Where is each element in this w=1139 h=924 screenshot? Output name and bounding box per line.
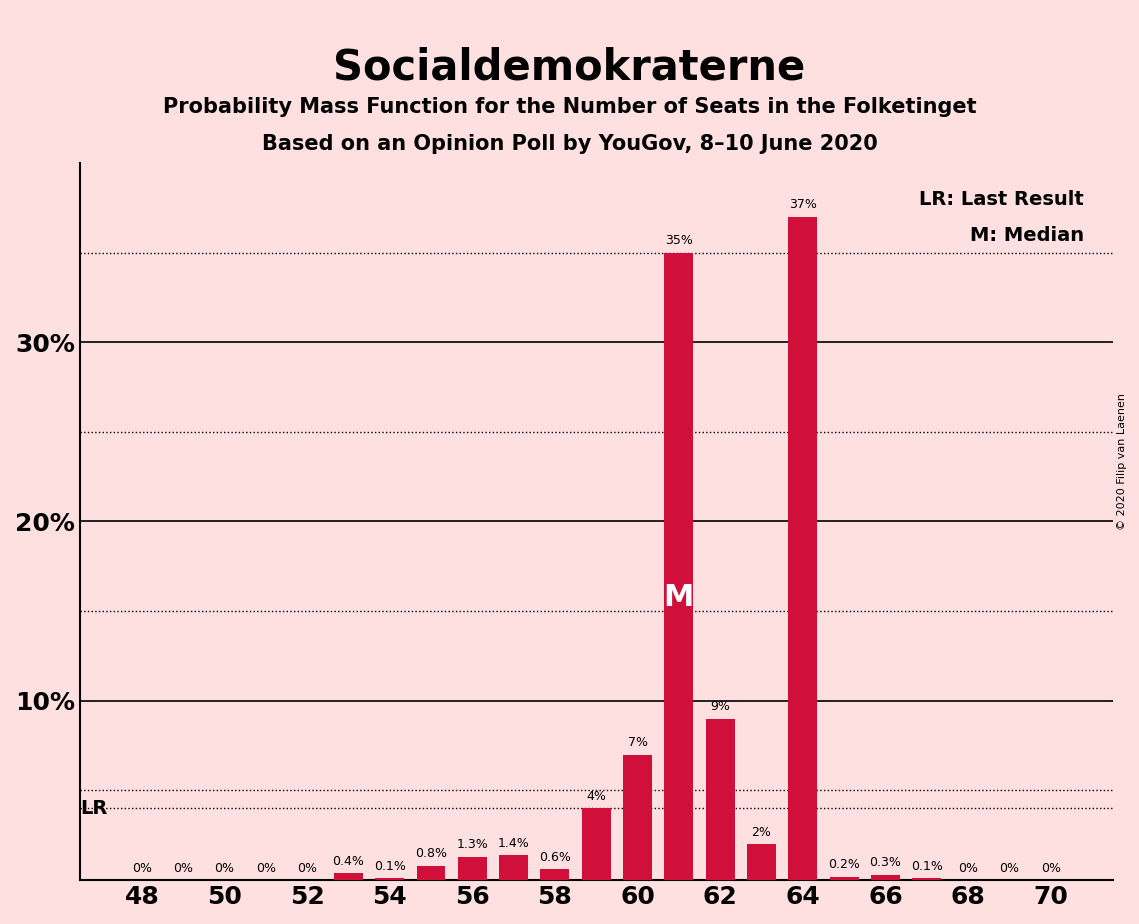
Text: LR: LR [80,799,107,818]
Text: 37%: 37% [789,199,817,212]
Text: 2%: 2% [752,826,771,839]
Text: M: M [664,583,694,613]
Bar [829,877,859,881]
Text: 0.1%: 0.1% [374,860,405,873]
Bar [912,879,941,881]
Bar [375,879,404,881]
Bar [417,866,445,881]
Text: 1.4%: 1.4% [498,836,530,850]
Bar [871,875,900,881]
Text: 0%: 0% [214,862,235,875]
Text: 0%: 0% [173,862,194,875]
Bar [334,873,363,881]
Bar [623,755,652,881]
Text: M: Median: M: Median [969,225,1083,245]
Bar [664,252,694,881]
Text: Socialdemokraterne: Socialdemokraterne [334,46,805,88]
Text: 9%: 9% [711,700,730,713]
Text: 0.1%: 0.1% [911,860,943,873]
Text: 0%: 0% [132,862,151,875]
Text: 0%: 0% [999,862,1019,875]
Text: 0.2%: 0.2% [828,858,860,871]
Bar [541,869,570,881]
Text: 0%: 0% [1041,862,1060,875]
Text: 35%: 35% [665,234,693,247]
Bar [582,808,611,881]
Text: 7%: 7% [628,736,648,749]
Text: LR: Last Result: LR: Last Result [919,189,1083,209]
Text: 1.3%: 1.3% [457,838,489,851]
Text: Based on an Opinion Poll by YouGov, 8–10 June 2020: Based on an Opinion Poll by YouGov, 8–10… [262,134,877,154]
Text: 4%: 4% [587,790,606,803]
Text: 0.3%: 0.3% [869,857,901,869]
Text: 0%: 0% [256,862,276,875]
Text: 0.8%: 0.8% [415,847,446,860]
Bar [499,855,528,881]
Bar [458,857,486,881]
Bar [788,216,818,881]
Text: 0.4%: 0.4% [333,855,364,868]
Text: Probability Mass Function for the Number of Seats in the Folketinget: Probability Mass Function for the Number… [163,97,976,117]
Bar [747,845,776,881]
Text: 0%: 0% [958,862,978,875]
Text: 0%: 0% [297,862,317,875]
Text: 0.6%: 0.6% [539,851,571,864]
Text: © 2020 Filip van Laenen: © 2020 Filip van Laenen [1117,394,1126,530]
Bar [706,719,735,881]
